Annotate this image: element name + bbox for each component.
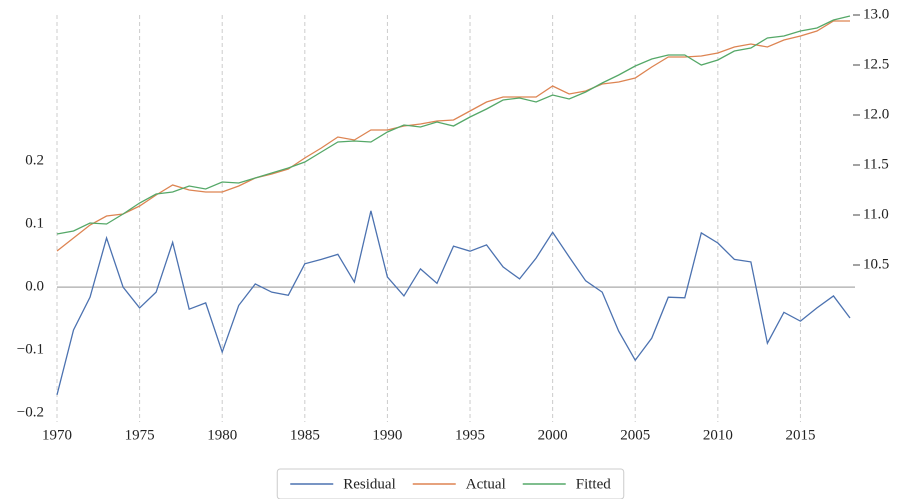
y-tick-label: −0.1 <box>17 342 44 358</box>
legend-label: Fitted <box>576 476 612 492</box>
y2-tick-label: 12.5 <box>863 56 889 72</box>
x-tick-label: 2000 <box>538 427 568 443</box>
series-line <box>56 15 851 235</box>
x-tick-label: 1980 <box>207 427 237 443</box>
x-tick-label: 1985 <box>290 427 320 443</box>
x-tick-label: 2015 <box>785 427 815 443</box>
legend-label: Actual <box>466 476 506 492</box>
y2-tick-label: 13.0 <box>863 6 889 22</box>
x-tick-label: 1995 <box>455 427 485 443</box>
y-tick-label: 0.2 <box>25 152 44 168</box>
y2-tick-label: 11.0 <box>863 206 889 222</box>
x-tick-label: 2010 <box>703 427 733 443</box>
series-line <box>56 20 850 252</box>
y-tick-label: 0.0 <box>25 279 44 295</box>
x-tick-label: 1970 <box>42 427 72 443</box>
legend-label: Residual <box>343 476 396 492</box>
x-tick-label: 1990 <box>372 427 402 443</box>
legend: Residual Actual Fitted <box>276 468 625 499</box>
series-line <box>56 210 851 396</box>
x-tick-label: 2005 <box>620 427 650 443</box>
y-tick-label: 0.1 <box>25 216 44 232</box>
y2-tick-label: 12.0 <box>863 106 889 122</box>
x-tick-label: 1975 <box>125 427 155 443</box>
y2-tick-label: 11.5 <box>863 156 889 172</box>
y-tick-label: −0.2 <box>17 405 44 421</box>
y2-tick-label: 10.5 <box>863 256 889 272</box>
